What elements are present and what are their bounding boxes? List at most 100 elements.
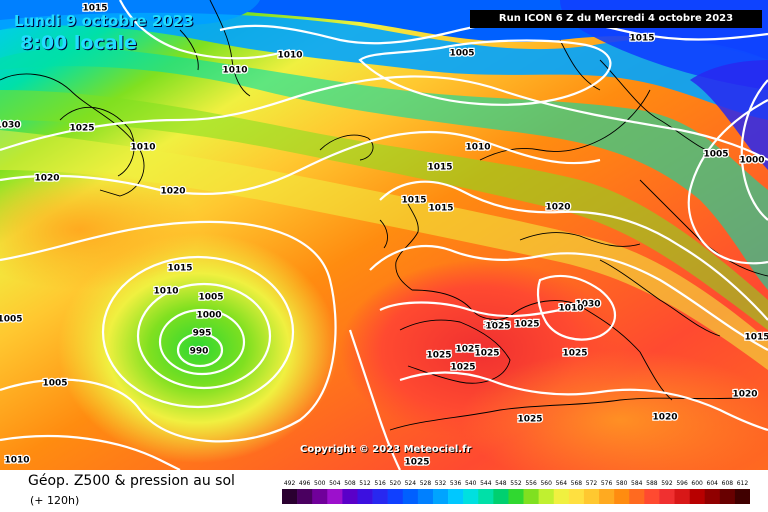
- low-pressure-area: [58, 233, 338, 463]
- legend-subtitle: (+ 120h): [30, 494, 80, 507]
- scale-tick-label: 588: [646, 480, 658, 487]
- scale-tick-label: 564: [556, 480, 568, 487]
- isobar-label: 1020: [160, 187, 185, 197]
- isobar-label: 1005: [0, 315, 23, 325]
- isobar-label: 1025: [485, 322, 510, 332]
- isobar-label: 1005: [198, 293, 223, 303]
- scale-tick-label: 492: [284, 480, 296, 487]
- legend-footer: Géop. Z500 & pression au sol (+ 120h) 49…: [0, 470, 768, 512]
- isobar-label: 1000: [739, 156, 764, 166]
- scale-tick-label: 580: [616, 480, 628, 487]
- model-run-info: Run ICON 6 Z du Mercredi 4 octobre 2023: [470, 10, 762, 28]
- scale-tick-label: 528: [420, 480, 432, 487]
- scale-swatch: [568, 489, 585, 504]
- scale-tick-label: 572: [586, 480, 598, 487]
- scale-swatch: [478, 489, 494, 504]
- isobar-label: 1010: [130, 143, 155, 153]
- scale-swatch: [538, 489, 555, 504]
- isobar-label: 1030: [575, 300, 600, 310]
- isobar-label: 1020: [483, 321, 508, 331]
- scale-tick-label: 496: [299, 480, 311, 487]
- scale-tick-label: 592: [661, 480, 673, 487]
- isobar-label: 1010: [153, 287, 178, 297]
- scale-swatch: [719, 489, 736, 504]
- isobar-label: 1005: [42, 379, 67, 389]
- scale-tick-label: 520: [389, 480, 401, 487]
- scale-swatch: [387, 489, 404, 504]
- scale-swatch: [432, 489, 449, 504]
- isobar-label: 990: [190, 347, 209, 357]
- scale-tick-label: 540: [465, 480, 477, 487]
- isobar-label: 995: [193, 329, 212, 339]
- isobar-label: 1015: [427, 163, 452, 173]
- scale-tick-label: 524: [405, 480, 417, 487]
- scale-swatch: [312, 489, 328, 504]
- coastlines: [0, 0, 768, 431]
- isobar-label: 1010: [465, 143, 490, 153]
- copyright-text: Copyright © 2023 Meteociel.fr: [300, 444, 472, 455]
- scale-tick-label: 512: [359, 480, 371, 487]
- scale-swatch: [463, 489, 479, 504]
- scale-tick-label: 544: [480, 480, 492, 487]
- scale-tick-label: 596: [676, 480, 688, 487]
- scale-swatch: [523, 489, 539, 504]
- isobar-label: 1020: [732, 390, 757, 400]
- scale-swatch: [327, 489, 343, 504]
- isobar-label: 1005: [449, 49, 474, 59]
- scale-swatch: [629, 489, 645, 504]
- isobar-label: 1005: [703, 150, 728, 160]
- isobar-label: 1015: [401, 196, 426, 206]
- scale-swatch: [659, 489, 675, 504]
- isobar-label: 1025: [426, 351, 451, 361]
- isobar-label: 1010: [558, 304, 583, 314]
- isobar-label: 1020: [34, 174, 59, 184]
- forecast-date: Lundi 9 octobre 2023: [14, 12, 194, 30]
- isobar-label: 1030: [0, 121, 21, 131]
- scale-tick-label: 560: [540, 480, 552, 487]
- scale-tick-label: 600: [691, 480, 703, 487]
- scale-swatch: [297, 489, 313, 504]
- scale-swatch: [704, 489, 721, 504]
- isobar-label: 1025: [562, 349, 587, 359]
- scale-tick-label: 532: [435, 480, 447, 487]
- isobar-label: 1025: [514, 320, 539, 330]
- scale-swatch: [357, 489, 373, 504]
- isobar-label: 1025: [474, 349, 499, 359]
- scale-swatch: [674, 489, 690, 504]
- scale-tick-label: 516: [374, 480, 386, 487]
- scale-tick-label: 576: [601, 480, 613, 487]
- scale-tick-label: 508: [344, 480, 356, 487]
- isobar-label: 1000: [196, 311, 221, 321]
- scale-swatch: [448, 489, 464, 504]
- isobar-label: 1025: [517, 415, 542, 425]
- scale-swatch: [402, 489, 419, 504]
- scale-tick-label: 608: [722, 480, 734, 487]
- scale-swatch: [553, 489, 570, 504]
- legend-title: Géop. Z500 & pression au sol: [28, 473, 235, 489]
- scale-swatch: [342, 489, 358, 504]
- scale-swatch: [734, 489, 750, 504]
- scale-tick-label: 584: [631, 480, 643, 487]
- isobar-label: 1025: [450, 363, 475, 373]
- isobar-label: 1015: [82, 4, 107, 14]
- isobar-labels: 1015101510101005101010301025101010101005…: [0, 2, 768, 469]
- scale-tick-label: 556: [525, 480, 537, 487]
- isobar-label: 1015: [629, 34, 654, 44]
- scale-swatch: [689, 489, 706, 504]
- isobar-label: 1020: [652, 413, 677, 423]
- scale-swatch: [372, 489, 388, 504]
- scale-tick-label: 548: [495, 480, 507, 487]
- isobar-label: 1025: [69, 124, 94, 134]
- scale-tick-label: 504: [329, 480, 341, 487]
- weather-map: 1015101510101005101010301025101010101005…: [0, 0, 768, 470]
- isobar-label: 1010: [277, 51, 302, 61]
- isobar-label: 1015: [167, 264, 192, 274]
- scale-tick-label: 568: [571, 480, 583, 487]
- scale-tick-label: 604: [707, 480, 719, 487]
- isobar-label: 1010: [222, 66, 247, 76]
- scale-swatch: [508, 489, 524, 504]
- scale-tick-label: 500: [314, 480, 326, 487]
- isobar-label: 1020: [545, 203, 570, 213]
- scale-tick-label: 612: [737, 480, 749, 487]
